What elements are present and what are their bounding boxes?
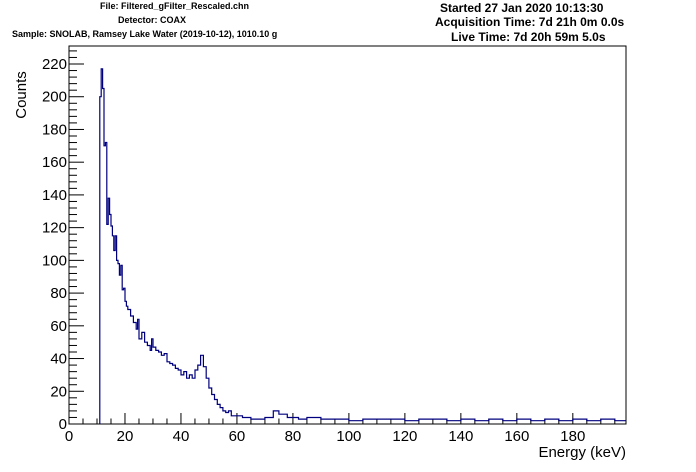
- y-axis-label: Counts: [13, 71, 30, 119]
- x-tick-label: 120: [392, 428, 417, 445]
- header-acquisition-time: Acquisition Time: 7d 21h 0m 0.0s: [435, 15, 625, 29]
- x-tick-label: 80: [285, 428, 302, 445]
- x-axis-ticks: 0 20 40 60 80 100 120 140 160 180: [65, 413, 616, 445]
- y-tick-label: 180: [42, 121, 67, 138]
- x-axis-label: Energy (keV): [538, 444, 626, 461]
- y-tick-label: 140: [42, 187, 67, 204]
- y-tick-label: 40: [50, 351, 67, 368]
- x-tick-label: 20: [117, 428, 134, 445]
- y-tick-label: 120: [42, 220, 67, 237]
- y-tick-label: 20: [50, 383, 67, 400]
- header-live-time: Live Time: 7d 20h 59m 5.0s: [451, 30, 606, 44]
- y-tick-label: 60: [50, 318, 67, 335]
- y-tick-label: 220: [42, 56, 67, 73]
- spectrum-series-line: [99, 68, 626, 424]
- x-tick-label: 0: [65, 428, 73, 445]
- y-tick-label: 100: [42, 252, 67, 269]
- header-detector: Detector: COAX: [118, 15, 187, 25]
- x-tick-label: 40: [173, 428, 190, 445]
- x-tick-label: 180: [560, 428, 585, 445]
- y-axis-ticks: 0 20 40 60 80 100 120 140 160 180 200 220: [42, 50, 84, 433]
- plot-frame: [68, 45, 627, 425]
- x-tick-label: 160: [504, 428, 529, 445]
- y-tick-label: 200: [42, 89, 67, 106]
- x-tick-label: 60: [229, 428, 246, 445]
- y-tick-label: 80: [50, 285, 67, 302]
- x-tick-label: 140: [448, 428, 473, 445]
- header-start-time: Started 27 Jan 2020 10:13:30: [440, 1, 604, 15]
- x-tick-label: 100: [336, 428, 361, 445]
- header-file-name: File: Filtered_gFilter_Rescaled.chn: [100, 1, 250, 11]
- header-sample: Sample: SNOLAB, Ramsey Lake Water (2019-…: [12, 29, 278, 39]
- y-tick-label: 160: [42, 154, 67, 171]
- y-tick-label: 0: [59, 416, 67, 433]
